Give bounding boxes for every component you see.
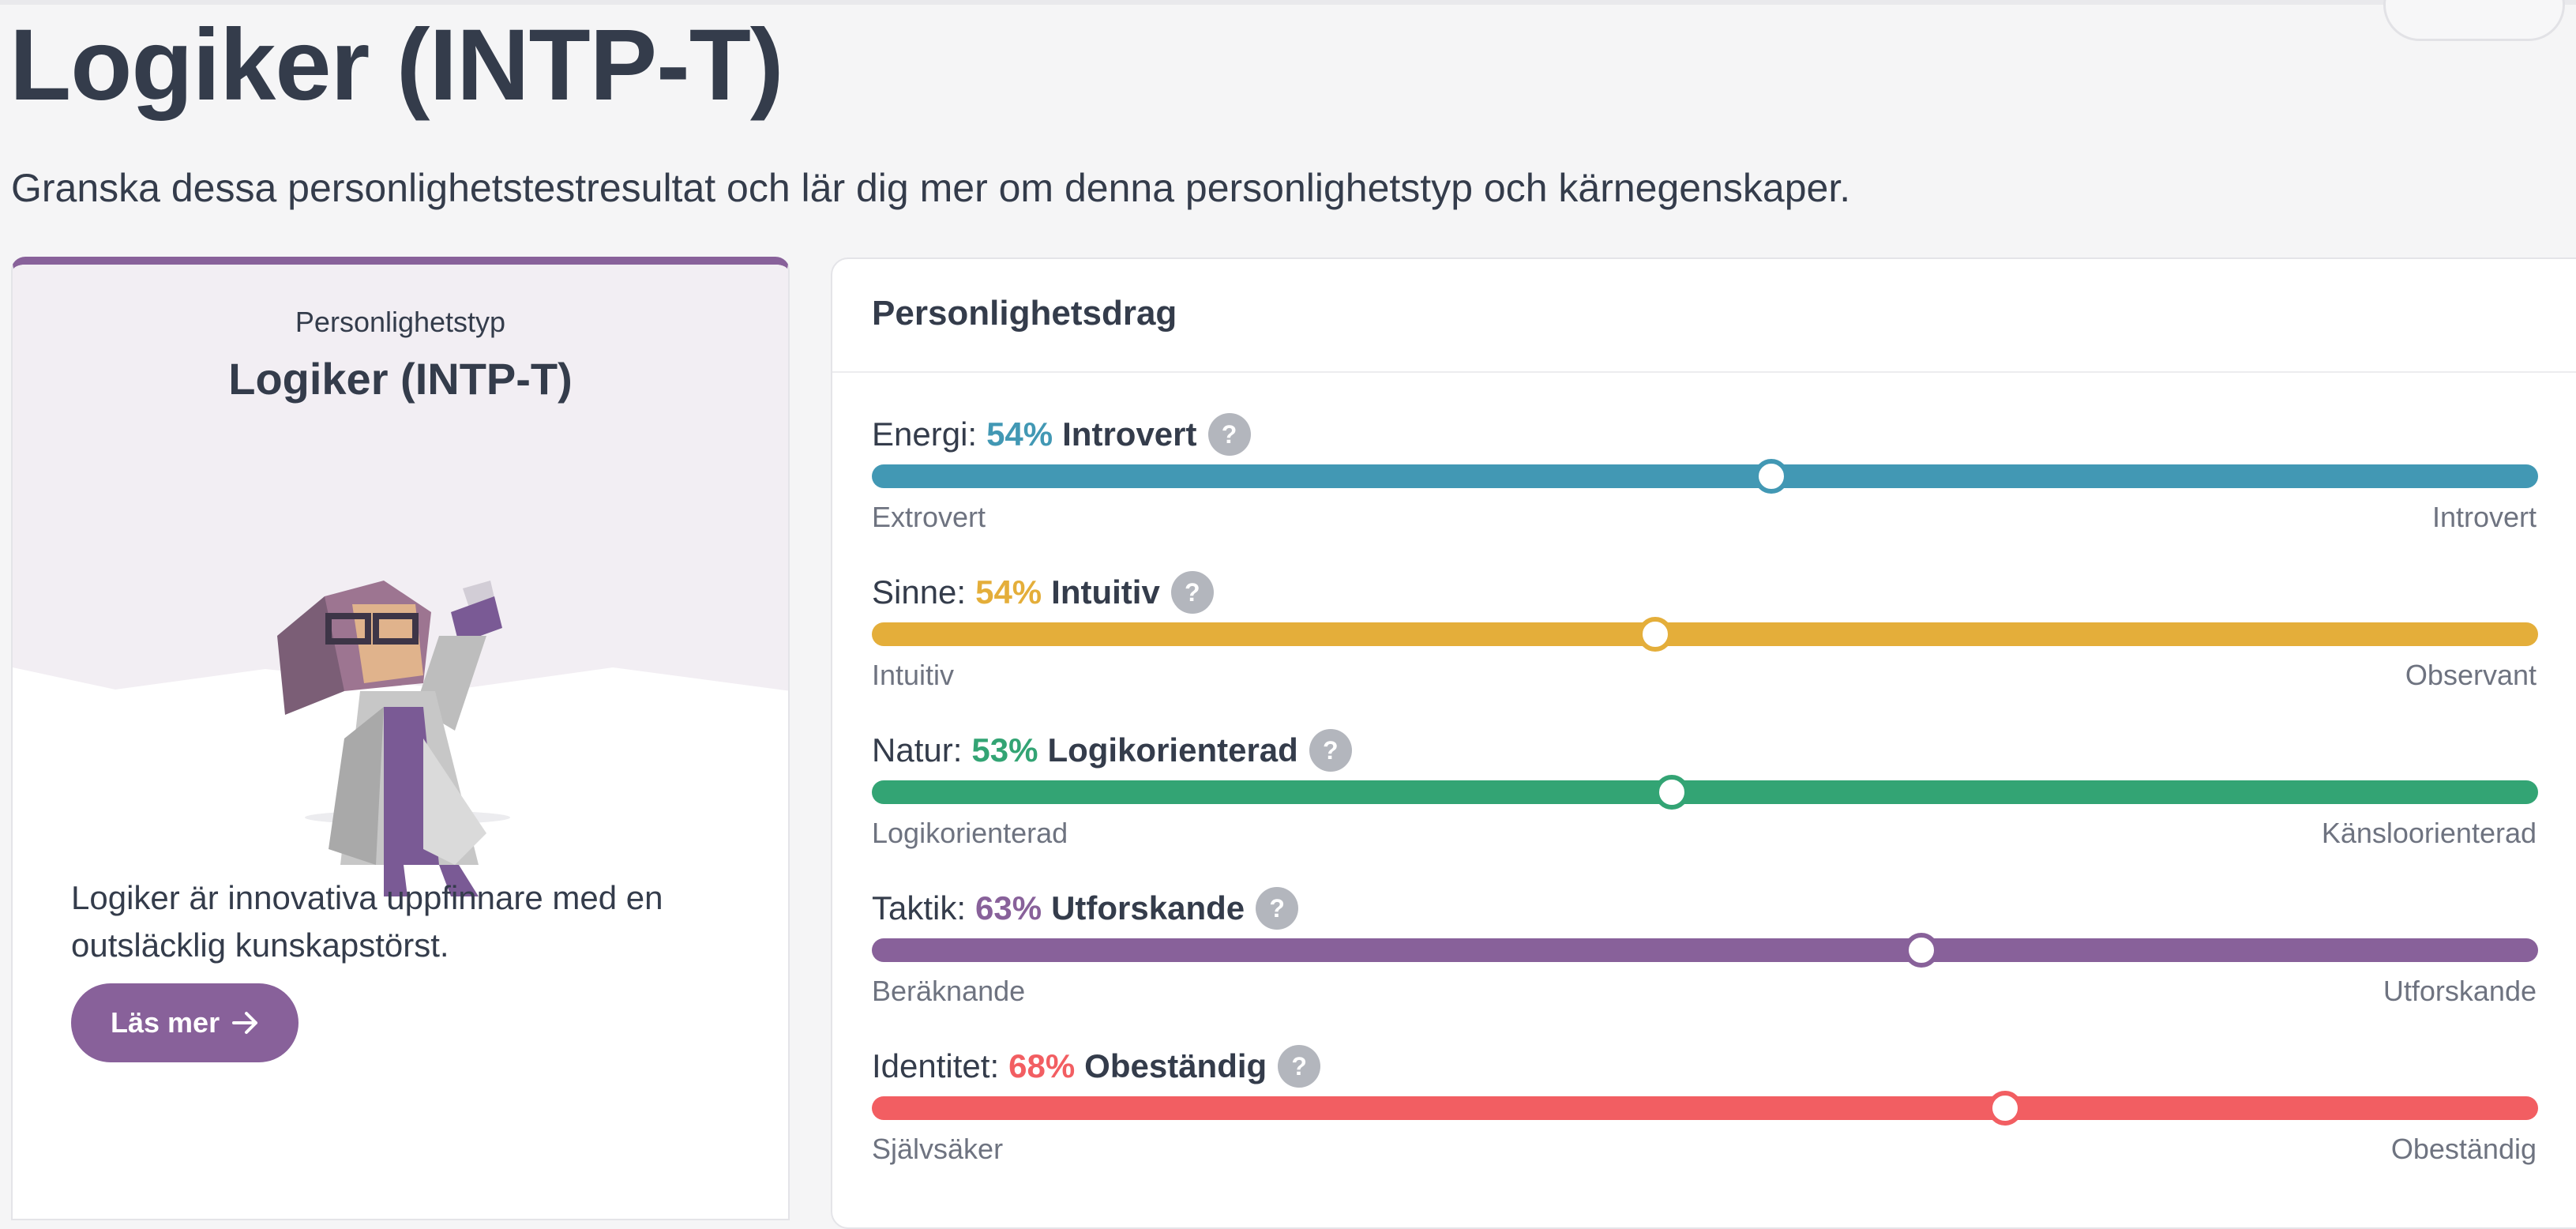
trait-side: Introvert <box>1062 415 1197 453</box>
trait-right-label: Känsloorienterad <box>2321 817 2537 849</box>
card-label: Personlighetstyp <box>295 306 506 338</box>
trait-right-label: Observant <box>2405 659 2537 691</box>
logician-figure-icon <box>277 581 510 896</box>
help-icon[interactable]: ? <box>1207 413 1251 456</box>
trait-name: Energi: <box>872 415 978 453</box>
trait-percent: 54% <box>986 415 1053 453</box>
card-background-illustration <box>13 265 788 896</box>
traits-header: Personlighetsdrag <box>832 259 2576 373</box>
trait-mind: Sinne: 54% Intuitiv ? Intuitiv Observant <box>832 569 2576 727</box>
top-border <box>0 0 2576 5</box>
trait-heading: Energi: 54% Introvert ? <box>872 411 1251 458</box>
trait-heading: Sinne: 54% Intuitiv ? <box>872 569 1214 616</box>
trait-right-label: Introvert <box>2431 501 2537 533</box>
trait-left-label: Intuitiv <box>872 659 955 691</box>
trait-slider-track <box>872 1091 2538 1126</box>
trait-name: Taktik: <box>872 889 967 926</box>
trait-percent: 54% <box>975 573 1042 611</box>
trait-slider-track <box>872 933 2538 968</box>
page-subtitle: Granska dessa personlighetstestresultat … <box>11 166 1851 210</box>
help-icon[interactable]: ? <box>1278 1045 1321 1088</box>
trait-slider-knob[interactable] <box>1987 1091 2022 1126</box>
trait-slider-track <box>872 775 2538 810</box>
trait-right-label: Obeständig <box>2390 1133 2537 1165</box>
trait-name: Natur: <box>872 731 963 769</box>
header-corner-button[interactable] <box>2383 0 2565 41</box>
traits-title: Personlighetsdrag <box>872 294 1177 333</box>
trait-name: Sinne: <box>872 573 967 611</box>
trait-slider-knob[interactable] <box>1654 775 1689 810</box>
personality-traits-card: Personlighetsdrag Energi: 54% Introvert … <box>831 257 2576 1229</box>
help-icon[interactable]: ? <box>1170 571 1214 614</box>
trait-heading: Natur: 53% Logikorienterad ? <box>872 727 1352 774</box>
trait-left-label: Logikorienterad <box>872 817 1068 849</box>
trait-energy: Energi: 54% Introvert ? Extrovert Introv… <box>832 411 2576 569</box>
help-icon[interactable]: ? <box>1309 729 1352 772</box>
trait-slider-knob[interactable] <box>1754 459 1789 494</box>
trait-percent: 53% <box>971 731 1038 769</box>
trait-nature: Natur: 53% Logikorienterad ? Logikorient… <box>832 727 2576 885</box>
trait-right-label: Utforskande <box>2383 975 2537 1007</box>
arrow-right-icon <box>232 1012 258 1034</box>
trait-percent: 68% <box>1008 1047 1076 1084</box>
trait-slider-knob[interactable] <box>1904 933 1940 968</box>
trait-name: Identitet: <box>872 1047 1000 1084</box>
trait-left-label: Beräknande <box>872 975 1026 1007</box>
personality-type-card: Personlighetstyp Logiker (INTP-T) Logike… <box>11 257 790 1220</box>
page-title: Logiker (INTP-T) <box>9 9 783 122</box>
trait-slider-knob[interactable] <box>1637 617 1673 652</box>
trait-side: Logikorienterad <box>1047 731 1298 769</box>
help-icon[interactable]: ? <box>1256 887 1299 930</box>
trait-slider-track <box>872 459 2538 494</box>
card-type-name: Logiker (INTP-T) <box>228 354 573 404</box>
trait-side: Obeständig <box>1084 1047 1267 1084</box>
trait-slider-track <box>872 617 2538 652</box>
trait-tactics: Taktik: 63% Utforskande ? Beräknande Utf… <box>832 885 2576 1043</box>
trait-left-label: Självsäker <box>872 1133 1004 1165</box>
trait-left-label: Extrovert <box>872 501 986 533</box>
trait-identity: Identitet: 68% Obeständig ? Självsäker O… <box>832 1043 2576 1201</box>
trait-heading: Taktik: 63% Utforskande ? <box>872 885 1299 932</box>
trait-side: Utforskande <box>1051 889 1245 926</box>
trait-side: Intuitiv <box>1051 573 1160 611</box>
trait-percent: 63% <box>975 889 1042 926</box>
read-more-button[interactable]: Läs mer <box>71 983 299 1062</box>
card-description: Logiker är innovativa uppfinnare med en … <box>71 879 663 964</box>
read-more-label: Läs mer <box>111 1006 220 1039</box>
trait-heading: Identitet: 68% Obeständig ? <box>872 1043 1321 1090</box>
